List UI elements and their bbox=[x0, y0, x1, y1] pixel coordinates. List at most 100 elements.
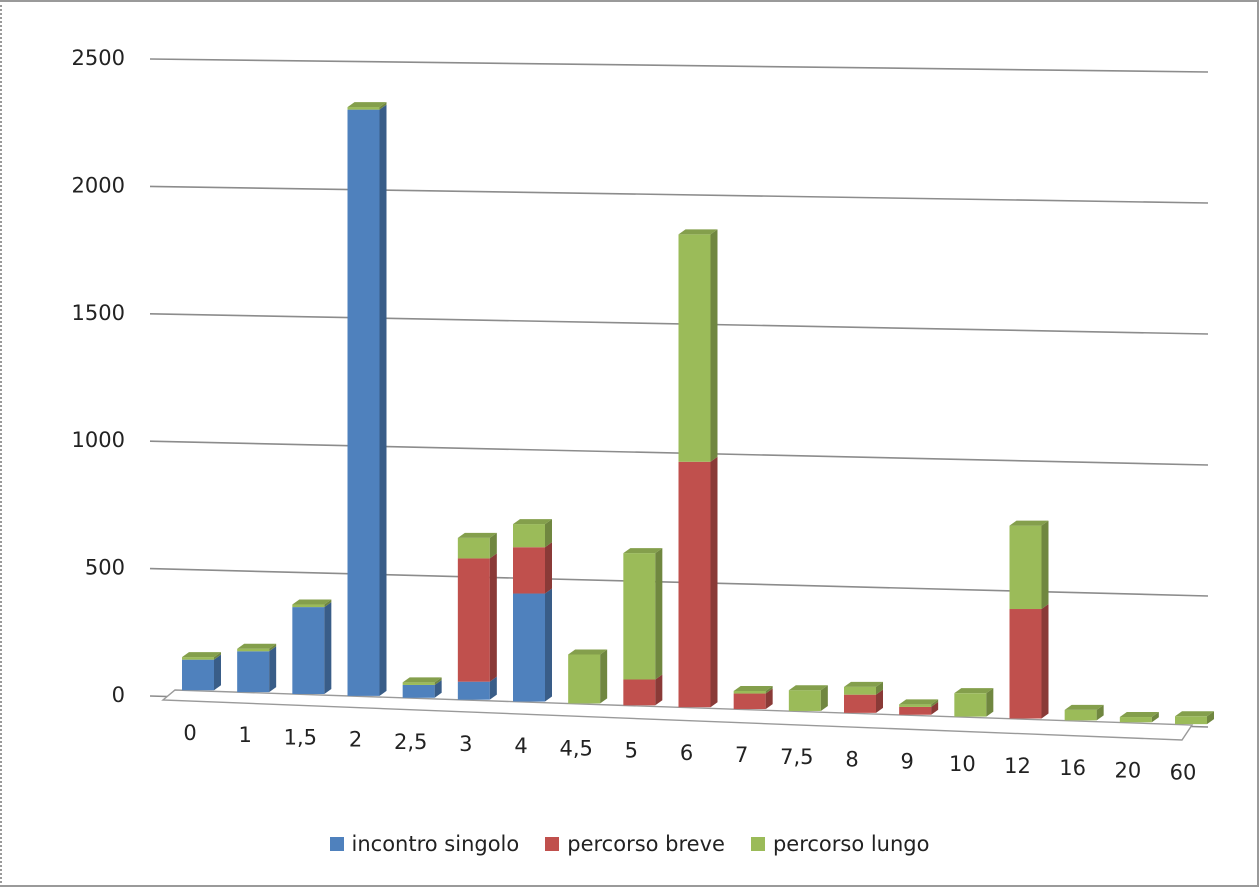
bar-segment-side bbox=[876, 681, 883, 695]
bar-segment-side bbox=[1151, 712, 1159, 723]
bar-stack-5 bbox=[623, 548, 663, 706]
bar-stack-10 bbox=[954, 688, 994, 717]
bar-segment bbox=[733, 690, 766, 694]
bar-top bbox=[1009, 520, 1049, 526]
bar-segment bbox=[844, 686, 876, 695]
y-tick-label: 500 bbox=[85, 556, 125, 580]
x-tick-label: 9 bbox=[900, 750, 913, 774]
bar-stack-8 bbox=[844, 681, 883, 713]
bar-segment-side bbox=[489, 532, 497, 559]
bar-segment bbox=[733, 693, 766, 710]
x-tick-label: 4 bbox=[514, 734, 527, 758]
bar-top bbox=[899, 699, 939, 705]
legend-swatch bbox=[750, 837, 765, 851]
bar-segment bbox=[347, 107, 380, 110]
bar-segment bbox=[1064, 709, 1097, 721]
y-tick-label: 2000 bbox=[72, 173, 125, 197]
bar-segment bbox=[844, 694, 876, 713]
bar-segment bbox=[623, 679, 656, 706]
bar-segment bbox=[678, 234, 711, 462]
bar-segment bbox=[182, 657, 214, 660]
chart-floor-plane bbox=[161, 689, 1194, 741]
bar-stack-1,5 bbox=[292, 599, 332, 695]
gridline bbox=[149, 58, 1209, 73]
bar-segment bbox=[457, 558, 490, 682]
bar-segment bbox=[513, 524, 545, 548]
bar-segment bbox=[1119, 717, 1152, 723]
bar-top bbox=[402, 677, 442, 683]
bar-segment bbox=[623, 553, 656, 680]
bar-segment-side bbox=[434, 679, 442, 698]
y-tick-label: 1000 bbox=[72, 428, 125, 452]
legend-item-percorso-breve: percorso breve bbox=[545, 832, 725, 856]
bar-segment-side bbox=[269, 643, 277, 652]
x-tick-label: 1 bbox=[238, 723, 251, 747]
bar-segment-side bbox=[765, 688, 773, 710]
bar-stack-7,5 bbox=[788, 685, 828, 711]
bar-segment-side bbox=[1207, 711, 1214, 725]
bar-segment bbox=[1009, 525, 1042, 610]
x-tick-label: 60 bbox=[1170, 761, 1197, 785]
bar-segment bbox=[347, 109, 380, 696]
bar-top bbox=[457, 532, 497, 538]
x-tick-label: 10 bbox=[949, 752, 976, 776]
bar-segment bbox=[182, 659, 214, 691]
bar-top bbox=[1175, 711, 1214, 717]
bar-top bbox=[844, 681, 883, 687]
bar-top bbox=[678, 229, 718, 235]
gridline bbox=[149, 185, 1209, 204]
bar-stack-9 bbox=[899, 699, 939, 715]
bar-segment-side bbox=[1041, 604, 1049, 719]
bar-segment-side bbox=[489, 676, 497, 700]
chart-floor bbox=[161, 689, 1194, 741]
bar-segment bbox=[678, 461, 711, 708]
bar-segment-side bbox=[545, 588, 552, 702]
bar-segment-side bbox=[655, 674, 663, 706]
bar-segment-side bbox=[324, 602, 332, 695]
bar-top bbox=[568, 649, 608, 655]
x-tick-label: 5 bbox=[625, 739, 638, 763]
bar-segment-side bbox=[655, 548, 663, 680]
bar-segment-side bbox=[379, 104, 387, 696]
bar-segment-side bbox=[324, 599, 332, 608]
x-tick-label: 12 bbox=[1004, 754, 1031, 778]
y-tick-label: 1500 bbox=[72, 301, 125, 325]
bar-stack-4,5 bbox=[568, 649, 608, 704]
bar-segment-side bbox=[489, 553, 497, 682]
bar-segment-side bbox=[269, 646, 277, 693]
legend-item-incontro-singolo: incontro singolo bbox=[329, 832, 519, 856]
bar-top bbox=[513, 519, 552, 525]
bar-stack-2,5 bbox=[402, 677, 442, 698]
bar-stack-60 bbox=[1175, 711, 1214, 725]
legend-swatch bbox=[545, 837, 560, 851]
bar-segment-side bbox=[931, 701, 939, 715]
legend-label: percorso breve bbox=[567, 832, 725, 856]
y-axis-ticks: 0 500 1000 1500 2000 2500 bbox=[72, 46, 125, 707]
bar-segment bbox=[457, 537, 490, 559]
bar-top bbox=[237, 643, 277, 649]
x-tick-label: 16 bbox=[1059, 756, 1086, 780]
x-tick-label: 2 bbox=[349, 728, 362, 752]
bar-segment bbox=[899, 704, 932, 707]
bars bbox=[182, 102, 1214, 725]
y-tick-label: 2500 bbox=[72, 46, 125, 70]
bar-segment-side bbox=[765, 685, 773, 694]
x-tick-label: 2,5 bbox=[394, 730, 427, 754]
bar-segment bbox=[788, 690, 821, 711]
bar-segment-side bbox=[710, 229, 718, 462]
bar-stack-0 bbox=[182, 652, 221, 691]
legend: incontro singolo percorso breve percorso… bbox=[0, 832, 1259, 856]
bar-segment-side bbox=[214, 654, 221, 691]
y-tick-label: 0 bbox=[112, 683, 125, 707]
x-tick-label: 20 bbox=[1114, 758, 1141, 782]
bar-segment bbox=[237, 648, 270, 652]
bar-top bbox=[292, 599, 332, 605]
bar-segment-side bbox=[214, 652, 221, 660]
bar-top bbox=[954, 688, 994, 694]
bar-segment bbox=[292, 607, 325, 695]
bar-segment bbox=[513, 593, 545, 702]
bar-stack-20 bbox=[1119, 712, 1159, 723]
bar-top bbox=[1119, 712, 1159, 718]
